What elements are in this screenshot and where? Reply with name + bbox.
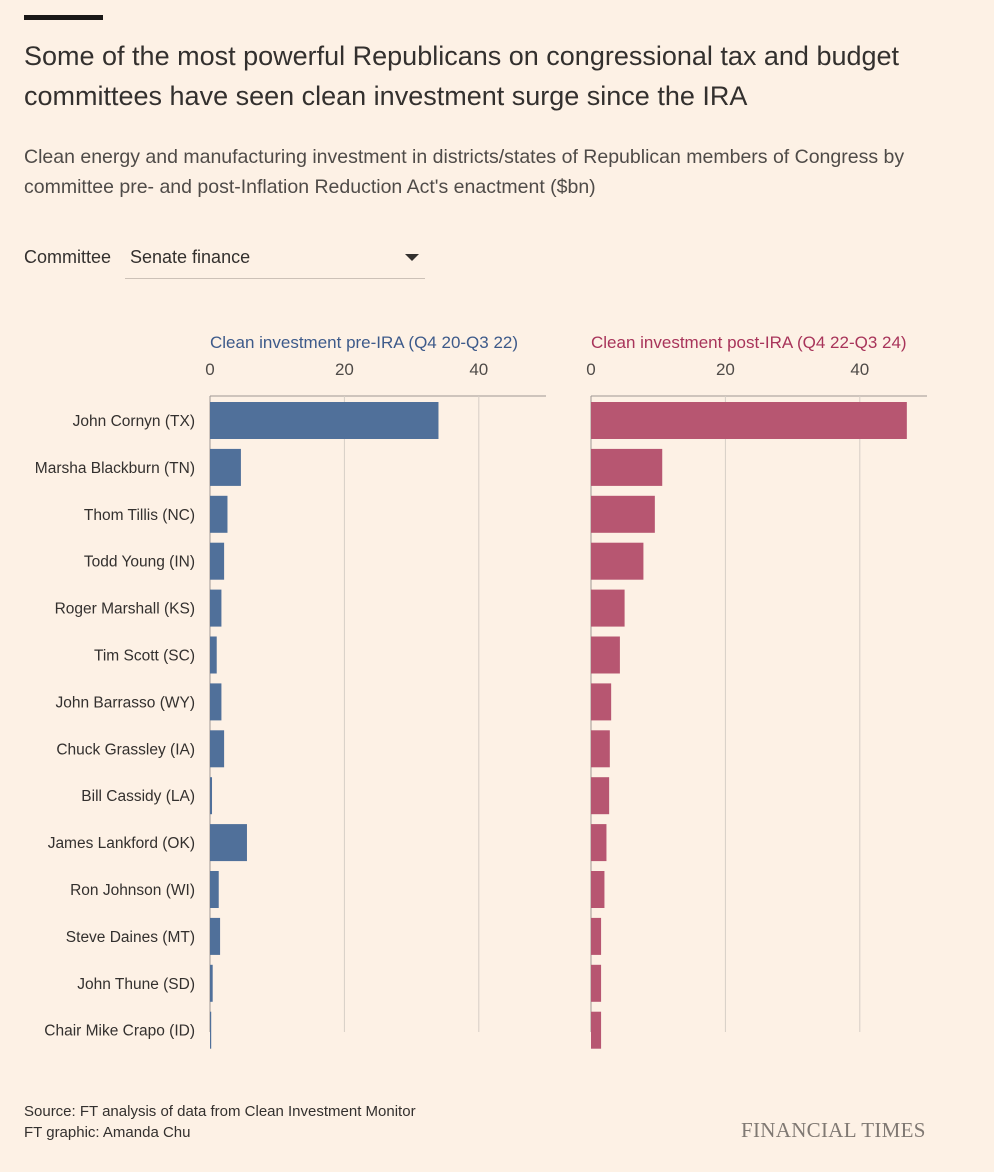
category-label: John Barrasso (WY) (55, 694, 195, 711)
tick-label: 0 (586, 360, 595, 379)
category-label: Chair Mike Crapo (ID) (44, 1023, 195, 1040)
bar (591, 964, 602, 1002)
bar (591, 871, 605, 908)
tick-label: 0 (205, 360, 214, 379)
category-label: Marsha Blackburn (TN) (35, 460, 195, 477)
graphic-credit: FT graphic: Amanda Chu (24, 1124, 191, 1141)
category-label: Chuck Grassley (IA) (56, 741, 195, 758)
category-label: Thom Tillis (NC) (84, 507, 195, 524)
bar (591, 683, 612, 721)
tick-label: 20 (335, 360, 354, 379)
series-title: Clean investment pre-IRA (Q4 20-Q3 22) (210, 333, 518, 352)
bar (591, 448, 663, 486)
category-label: James Lankford (OK) (48, 835, 195, 852)
bar (210, 964, 213, 1002)
category-label: John Thune (SD) (77, 976, 195, 993)
bar (210, 636, 217, 674)
category-label: Ron Johnson (WI) (70, 882, 195, 899)
bar (591, 824, 607, 862)
tick-label: 40 (469, 360, 488, 379)
bar (210, 917, 221, 955)
bar (210, 448, 241, 486)
bar (210, 1011, 212, 1049)
bar (210, 871, 219, 908)
committee-filter-label: Committee (24, 247, 112, 267)
bar (591, 589, 625, 627)
bar (591, 402, 907, 439)
bar-chart: John Cornyn (TX) Marsha Blackburn (TN) Tho… (35, 333, 927, 1049)
bar (591, 730, 610, 768)
bar (591, 636, 620, 674)
category-label: Bill Cassidy (LA) (81, 788, 195, 805)
bar (210, 402, 439, 439)
chart-subtitle: Clean energy and manufacturing investmen… (24, 146, 905, 198)
source-note: Source: FT analysis of data from Clean I… (24, 1103, 416, 1120)
bar (210, 683, 222, 721)
tick-label: 40 (850, 360, 869, 379)
category-label: Todd Young (IN) (84, 554, 195, 571)
bar (591, 542, 644, 580)
bar (210, 777, 213, 815)
bar (591, 1011, 602, 1049)
bar (591, 917, 602, 955)
footer: Source: FT analysis of data from Clean I… (24, 1101, 416, 1143)
ft-logo: FINANCIAL TIMES (741, 1118, 926, 1142)
tick-label: 20 (716, 360, 735, 379)
bar (210, 542, 225, 580)
category-label: Steve Daines (MT) (66, 929, 195, 946)
bar (591, 495, 655, 533)
bar (591, 777, 610, 815)
bar (210, 824, 247, 862)
series-title: Clean investment post-IRA (Q4 22-Q3 24) (591, 333, 907, 352)
category-label: Roger Marshall (KS) (55, 601, 195, 618)
category-label: Tim Scott (SC) (94, 648, 195, 665)
committee-select-value: Senate finance (130, 247, 251, 267)
chevron-down-icon (405, 254, 419, 261)
chart-title: Some of the most powerful Republicans on… (24, 41, 900, 111)
bar (210, 495, 228, 533)
bar (210, 589, 222, 627)
committee-select[interactable]: Senate finance (125, 244, 425, 279)
category-label: John Cornyn (TX) (73, 413, 195, 430)
top-rule (24, 15, 103, 20)
bar (210, 730, 225, 768)
